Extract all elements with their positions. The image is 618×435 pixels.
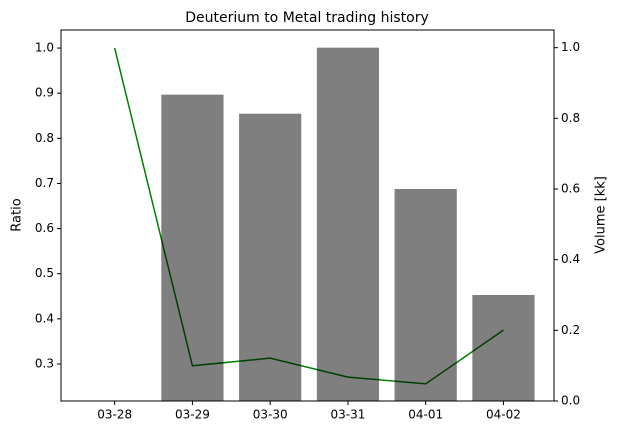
bar xyxy=(161,94,224,401)
bar xyxy=(394,189,457,401)
plot-frame xyxy=(60,29,555,402)
bar xyxy=(472,295,535,401)
y-tick-label: 1.0 xyxy=(35,41,54,55)
y2-tick-label: 0.0 xyxy=(561,394,580,408)
x-tick-label: 03-28 xyxy=(97,408,132,422)
y-tick-label: 0.6 xyxy=(35,221,54,235)
y2-tick-label: 0.4 xyxy=(561,252,580,266)
bar xyxy=(316,47,380,402)
x-tick-label: 03-31 xyxy=(330,408,365,422)
y-tick-label: 0.4 xyxy=(35,311,54,325)
x-tick-label: 04-02 xyxy=(486,408,521,422)
x-tick-label: 03-30 xyxy=(253,408,288,422)
y2-tick-label: 1.0 xyxy=(561,40,580,54)
y-tick-label: 0.5 xyxy=(35,266,54,280)
y-tick-label: 0.3 xyxy=(35,356,54,370)
y2-axis-label: Volume [kk] xyxy=(594,176,609,254)
y-tick-label: 0.8 xyxy=(35,131,54,145)
x-tick-label: 04-01 xyxy=(408,408,443,422)
y-axis-label: Ratio xyxy=(10,198,25,231)
y-tick-label: 0.7 xyxy=(35,176,54,190)
chart-title: Deuterium to Metal trading history xyxy=(185,10,429,26)
y2-tick-label: 0.8 xyxy=(561,111,580,125)
bar xyxy=(239,113,302,402)
y2-tick-label: 0.2 xyxy=(561,323,580,337)
y2-tick-label: 0.6 xyxy=(561,182,580,196)
x-tick-label: 03-29 xyxy=(175,408,210,422)
y-tick-label: 0.9 xyxy=(35,86,54,100)
